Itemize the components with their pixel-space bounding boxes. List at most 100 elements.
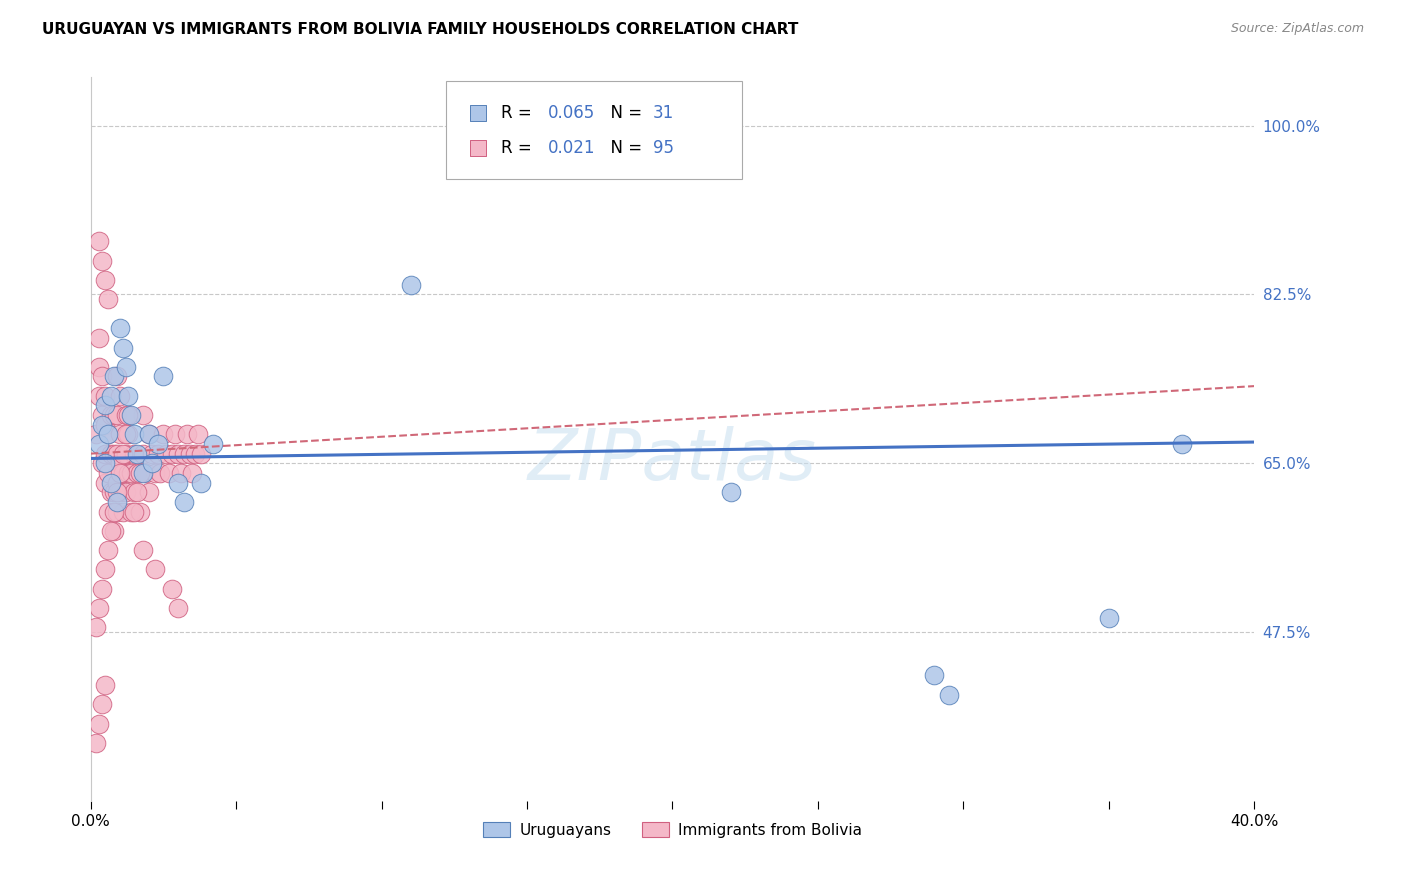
Point bbox=[94, 447, 117, 461]
Text: 0.021: 0.021 bbox=[548, 139, 596, 157]
Point bbox=[94, 562, 117, 576]
Point bbox=[114, 485, 136, 500]
Point bbox=[141, 447, 163, 461]
Text: URUGUAYAN VS IMMIGRANTS FROM BOLIVIA FAMILY HOUSEHOLDS CORRELATION CHART: URUGUAYAN VS IMMIGRANTS FROM BOLIVIA FAM… bbox=[42, 22, 799, 37]
Point bbox=[129, 466, 152, 480]
Point bbox=[132, 543, 155, 558]
Text: N =: N = bbox=[600, 139, 648, 157]
Point bbox=[103, 369, 125, 384]
Point bbox=[120, 504, 142, 518]
Point bbox=[91, 417, 114, 432]
Point bbox=[97, 427, 120, 442]
Point bbox=[94, 475, 117, 490]
Point bbox=[103, 504, 125, 518]
Point bbox=[105, 485, 128, 500]
Point bbox=[938, 688, 960, 702]
Point bbox=[127, 485, 149, 500]
Point bbox=[89, 389, 111, 403]
Point bbox=[132, 408, 155, 422]
Point bbox=[94, 417, 117, 432]
Point bbox=[97, 427, 120, 442]
Point bbox=[141, 456, 163, 470]
Point bbox=[89, 235, 111, 249]
Point bbox=[114, 408, 136, 422]
Point bbox=[170, 466, 193, 480]
Point bbox=[97, 466, 120, 480]
Point bbox=[114, 427, 136, 442]
Point bbox=[157, 466, 180, 480]
Point bbox=[122, 485, 145, 500]
Point bbox=[94, 273, 117, 287]
Point bbox=[111, 447, 134, 461]
Point bbox=[89, 331, 111, 345]
Point bbox=[111, 504, 134, 518]
Point bbox=[108, 456, 131, 470]
Point bbox=[122, 447, 145, 461]
Point bbox=[132, 466, 155, 480]
Point bbox=[122, 504, 145, 518]
Point bbox=[111, 466, 134, 480]
Point bbox=[184, 447, 207, 461]
Point bbox=[143, 562, 166, 576]
Point bbox=[152, 369, 174, 384]
Point bbox=[103, 485, 125, 500]
Point bbox=[163, 427, 186, 442]
Point bbox=[103, 447, 125, 461]
Text: Source: ZipAtlas.com: Source: ZipAtlas.com bbox=[1230, 22, 1364, 36]
Point bbox=[89, 437, 111, 451]
Point bbox=[94, 389, 117, 403]
Point bbox=[97, 293, 120, 307]
Point bbox=[138, 427, 160, 442]
Point bbox=[1049, 213, 1071, 227]
Point bbox=[179, 447, 201, 461]
Point bbox=[146, 437, 169, 451]
Point bbox=[127, 447, 149, 461]
Point bbox=[167, 475, 190, 490]
Point bbox=[86, 620, 108, 634]
Text: 0.065: 0.065 bbox=[548, 104, 595, 122]
Point bbox=[924, 668, 946, 682]
Point bbox=[108, 321, 131, 335]
Point bbox=[173, 495, 195, 509]
Point bbox=[720, 485, 742, 500]
Point bbox=[91, 408, 114, 422]
Point bbox=[100, 485, 122, 500]
Point bbox=[89, 601, 111, 615]
Point bbox=[1170, 437, 1192, 451]
Point bbox=[152, 427, 174, 442]
Point bbox=[399, 277, 422, 292]
Point bbox=[105, 369, 128, 384]
Point bbox=[149, 466, 172, 480]
Point bbox=[91, 369, 114, 384]
Point bbox=[173, 447, 195, 461]
Point bbox=[1098, 610, 1121, 624]
Text: ZIPatlas: ZIPatlas bbox=[529, 426, 817, 495]
Point bbox=[103, 408, 125, 422]
Point bbox=[94, 678, 117, 692]
Point bbox=[187, 427, 209, 442]
Point bbox=[167, 447, 190, 461]
Point bbox=[108, 389, 131, 403]
Point bbox=[160, 447, 183, 461]
Point bbox=[100, 475, 122, 490]
Point bbox=[111, 341, 134, 355]
Point bbox=[105, 447, 128, 461]
Point bbox=[91, 456, 114, 470]
Point bbox=[190, 447, 212, 461]
Point bbox=[105, 475, 128, 490]
Point bbox=[114, 359, 136, 374]
Text: R =: R = bbox=[502, 104, 537, 122]
Point bbox=[181, 466, 204, 480]
Point bbox=[89, 359, 111, 374]
Point bbox=[160, 582, 183, 596]
Point bbox=[97, 543, 120, 558]
FancyBboxPatch shape bbox=[446, 81, 742, 178]
Point bbox=[105, 495, 128, 509]
Point bbox=[100, 447, 122, 461]
Point bbox=[117, 427, 139, 442]
Point bbox=[176, 427, 198, 442]
Point bbox=[146, 447, 169, 461]
Point bbox=[143, 466, 166, 480]
Point bbox=[117, 408, 139, 422]
Point bbox=[138, 485, 160, 500]
